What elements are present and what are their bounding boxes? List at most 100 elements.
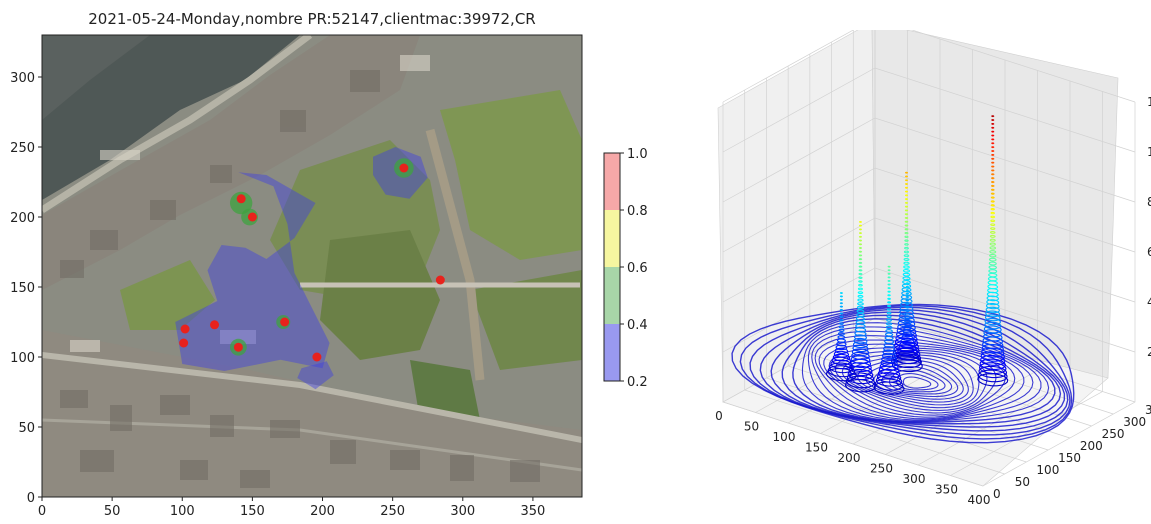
peak-contour [991,134,995,137]
peak-contour [856,309,865,314]
peak-contour [986,291,999,298]
x-tick-label: 250 [380,504,405,519]
peak-contour [904,216,909,220]
peak-contour [903,254,910,258]
peak-contour [839,315,844,318]
grid-line [722,217,1136,303]
peak-contour [852,344,869,353]
peak-contour [904,198,909,201]
peak-contour [902,269,911,273]
peak-contour [904,243,909,246]
peak-contour [985,310,1001,318]
contour-ring [818,339,1016,418]
y-tick-label: 150 [10,281,35,296]
peak-contour [904,239,909,242]
peak-contour [903,250,910,254]
peak-contour [838,325,845,329]
peak-contour [855,323,866,329]
peak-contour [990,215,996,219]
peak-contour [885,325,893,330]
peak-contour [835,344,848,351]
peak-contour [903,319,911,323]
contour-ring [807,326,1042,422]
peak-contour [858,276,863,279]
x-tick-label: 350 [520,504,545,519]
satellite-image [42,35,582,497]
grid-line [722,67,1136,153]
peak-contour [990,196,995,199]
peak-contour [988,261,997,266]
peak-contour [903,261,910,265]
contour-ring [759,308,1069,432]
peak-contour [904,183,909,185]
peak-contour [991,169,995,172]
peak-contour [901,283,912,289]
peak-contour [853,337,868,345]
peak-contour [881,356,898,364]
y-tick-label: 250 [10,141,35,156]
colorbar-tick-label: 1.0 [627,147,648,162]
colorbar-tick-label: 0.2 [627,375,648,390]
peak-contour [990,192,995,195]
peak-contour [884,335,894,341]
peak-contour [854,327,867,333]
peak-contour [839,298,843,301]
peak-contour [991,150,995,152]
peak-contour [858,232,862,235]
contour-ring [731,303,1075,444]
peak-contour [858,269,863,272]
peak-contour [991,157,995,160]
peak-contour [884,339,895,345]
map-x-ticks: 0 50 100 150 200 250 300 350 [38,497,545,519]
peak-contour [904,201,909,204]
y3d-tick-label: 150 [1058,451,1081,465]
peak-contour [839,312,844,315]
peak-contour [839,319,844,322]
peak-contour [989,253,997,258]
peak-contour [855,320,866,325]
peak-contour [991,119,995,121]
peak-contour [902,325,912,330]
peak-contour [902,328,913,334]
peak-contour [990,223,996,227]
peak-contour [883,346,896,352]
peak-contour [881,352,897,360]
peak-contour [990,219,996,223]
peak-contour [987,276,998,282]
peak-contour [857,298,864,302]
density-region [297,361,334,390]
peak-contour [904,309,910,312]
peak-contour [839,305,844,308]
peak-contour [858,272,863,276]
peak-contour [854,330,867,337]
peak-contour [833,350,850,358]
peak-contour [900,335,914,341]
data-point [399,163,409,173]
y-tick-label: 100 [10,351,35,366]
contour-ring [749,306,1071,436]
grid-line [722,30,1136,103]
peak-contour [836,338,846,343]
peak-contour [904,190,909,193]
peak-contour [858,239,863,242]
peak-contour [886,318,892,322]
peak-contour [987,284,999,290]
peak-contour [905,295,910,299]
peak-contour [990,188,995,191]
peak-contour [904,213,909,216]
contour-ring [902,376,932,389]
peak-contour [905,285,909,288]
peak-contour [887,265,891,268]
peak-contour [885,329,893,333]
data-point [233,342,243,352]
peak-contour [858,258,863,261]
y3d-tick-label: 100 [1036,463,1059,477]
peak-contour [887,301,892,304]
map-y-ticks: 0 50 100 150 200 250 300 [10,71,42,506]
y-tick-label: 200 [10,211,35,226]
peak-contour [839,322,844,325]
map-title: 2021-05-24-Monday,nombre PR:52147,client… [88,10,535,28]
peak-contour [900,338,915,345]
peak-contour [858,261,863,264]
